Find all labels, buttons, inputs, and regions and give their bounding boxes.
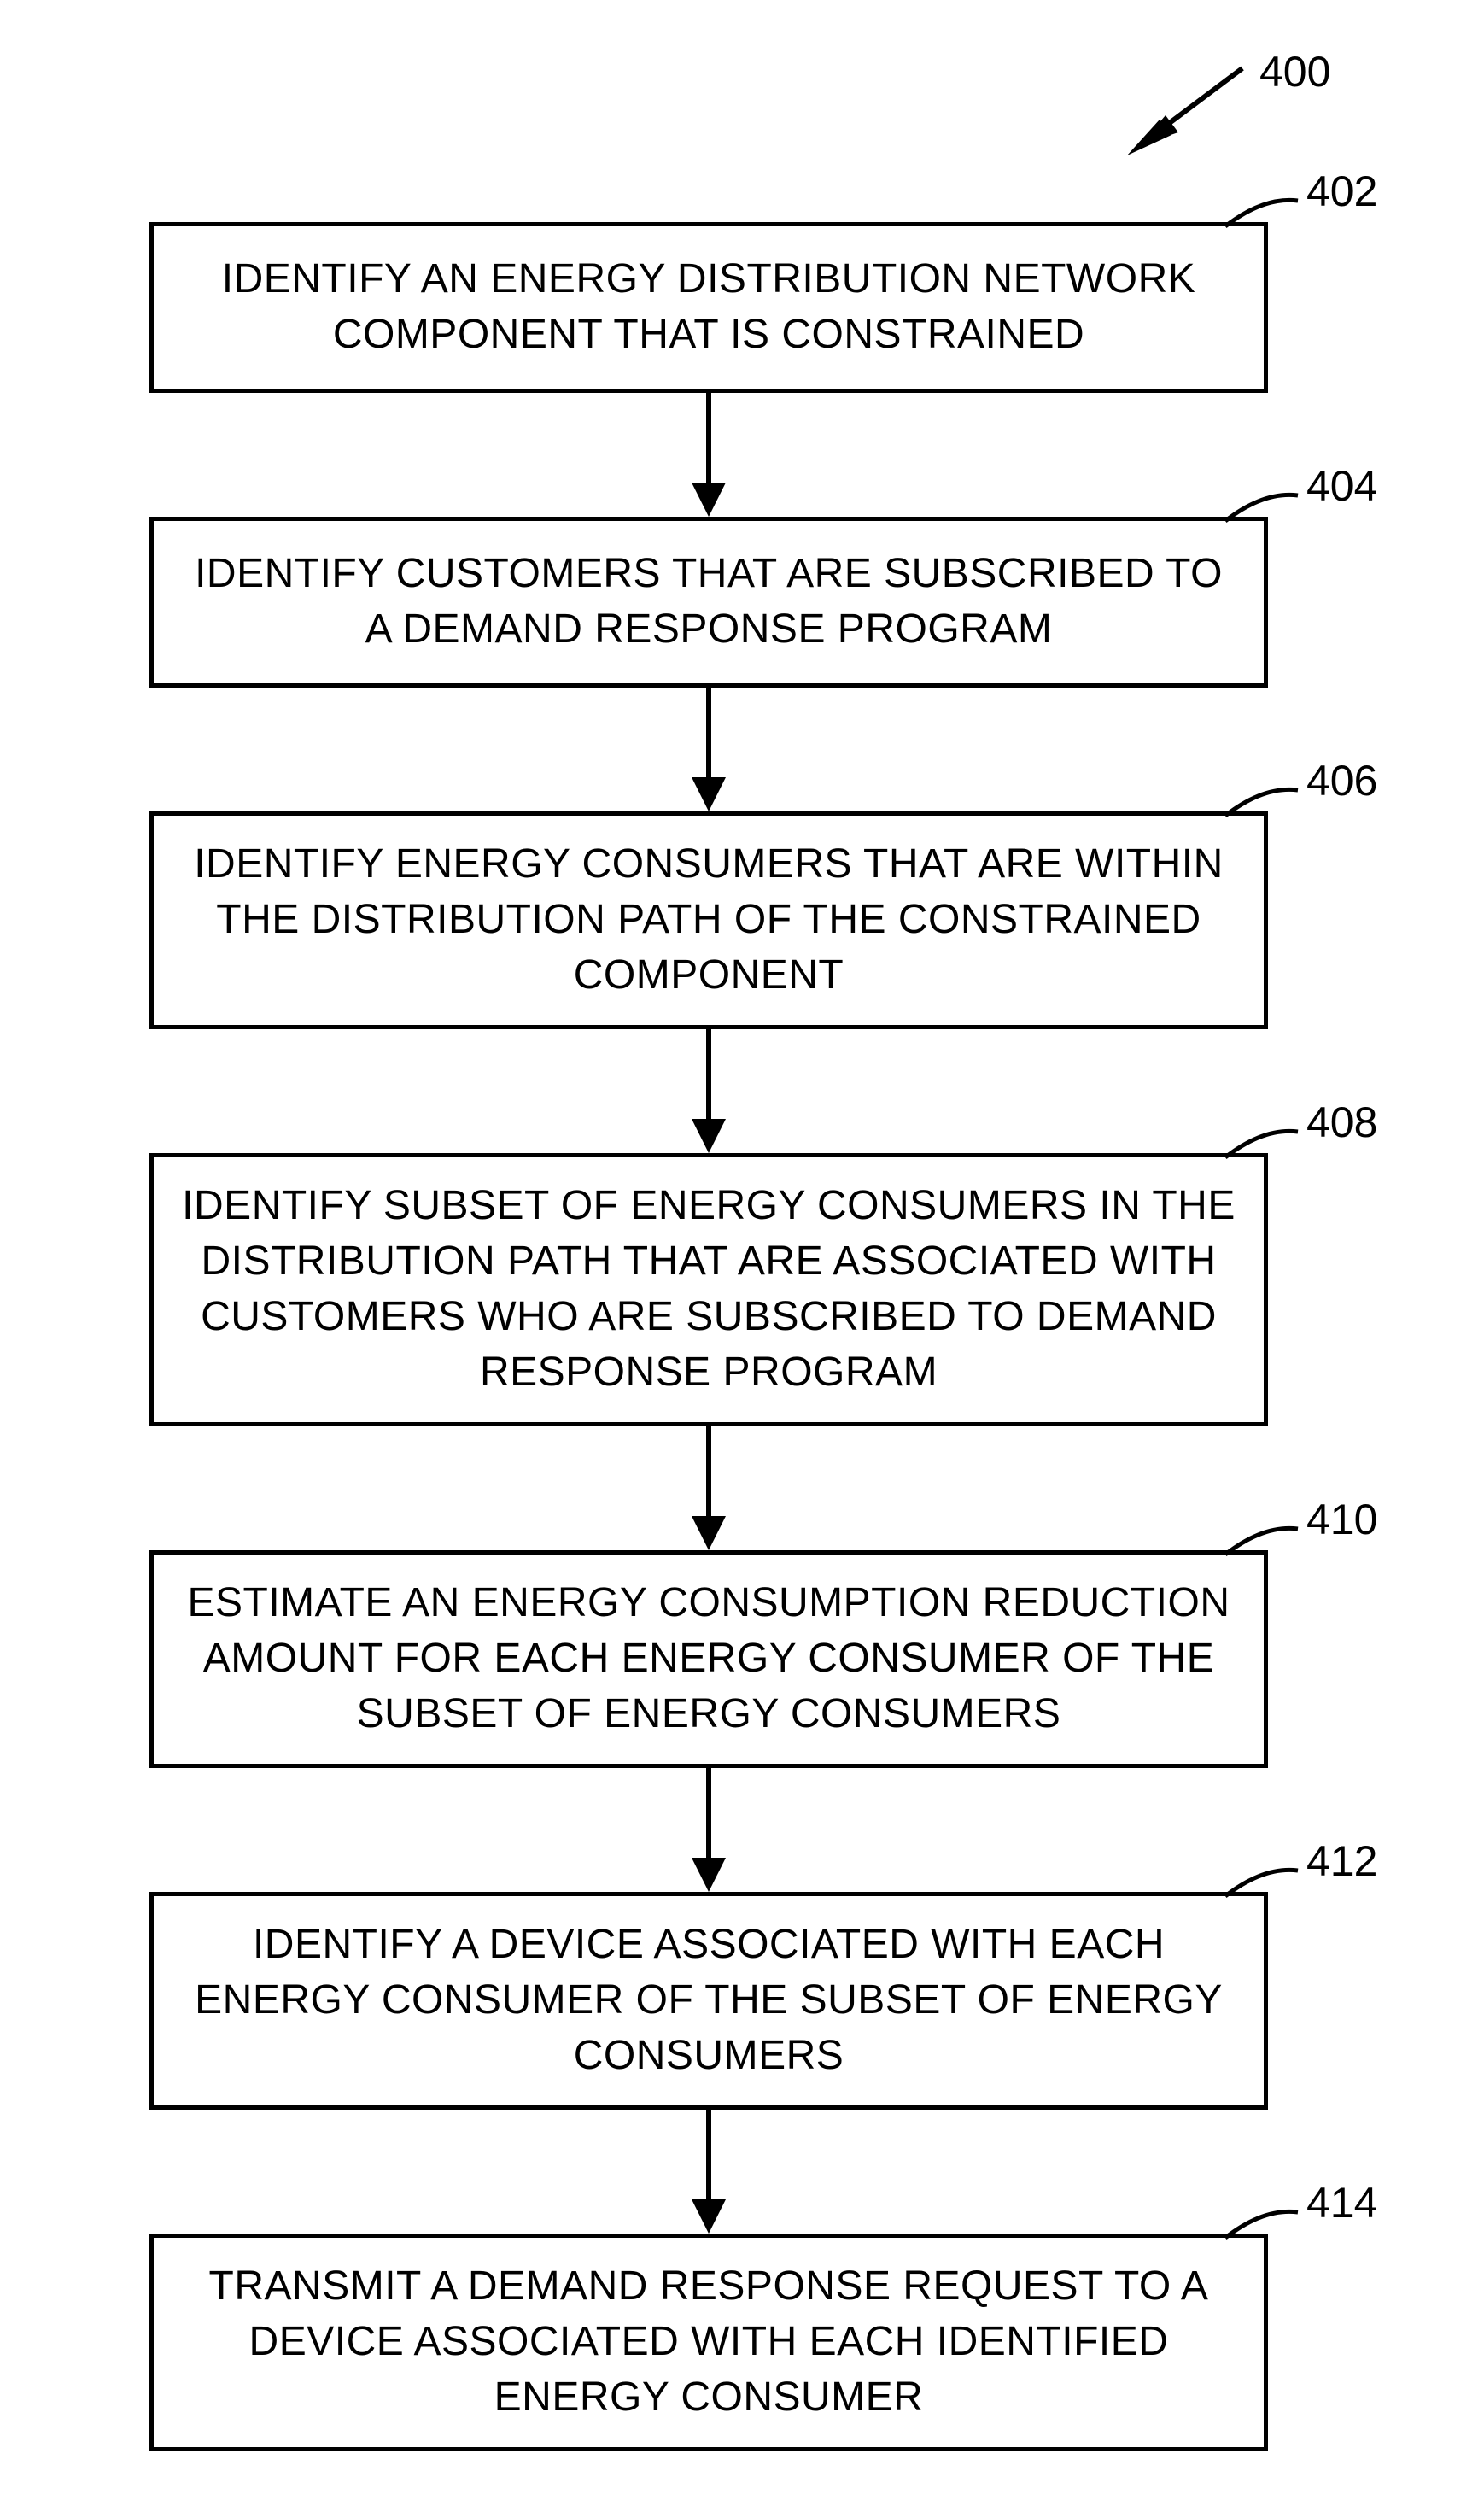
step-text: IDENTIFY AN ENERGY DISTRIBUTION NETWORK … [179,252,1238,363]
figure-ref-main-text: 400 [1259,48,1330,96]
leader-406 [1212,777,1306,829]
step-text: IDENTIFY CUSTOMERS THAT ARE SUBSCRIBED T… [179,547,1238,658]
step-ref-text: 406 [1306,757,1377,805]
step-ref-text: 402 [1306,167,1377,215]
arrow-2-line [706,688,711,780]
figure-ref-main: 400 [1259,47,1330,97]
step-box-404: IDENTIFY CUSTOMERS THAT ARE SUBSCRIBED T… [149,517,1268,688]
step-ref-408: 408 [1306,1098,1377,1147]
arrow-1-line [706,393,711,485]
step-ref-404: 404 [1306,461,1377,511]
arrow-1-head [692,483,726,517]
step-ref-text: 404 [1306,462,1377,510]
arrow-6-line [706,2110,711,2202]
step-ref-text: 412 [1306,1837,1377,1885]
step-box-410: ESTIMATE AN ENERGY CONSUMPTION REDUCTION… [149,1550,1268,1768]
leader-410 [1212,1516,1306,1567]
arrow-3-line [706,1029,711,1121]
step-box-412: IDENTIFY A DEVICE ASSOCIATED WITH EACH E… [149,1892,1268,2110]
step-ref-402: 402 [1306,167,1377,216]
step-text: IDENTIFY SUBSET OF ENERGY CONSUMERS IN T… [179,1179,1238,1400]
main-ref-arrow [1093,60,1264,171]
step-text: ESTIMATE AN ENERGY CONSUMPTION REDUCTION… [179,1576,1238,1742]
arrow-5-line [706,1768,711,1860]
leader-414 [1212,2199,1306,2251]
step-box-414: TRANSMIT A DEMAND RESPONSE REQUEST TO A … [149,2234,1268,2451]
arrow-4-line [706,1426,711,1519]
step-text: TRANSMIT A DEMAND RESPONSE REQUEST TO A … [179,2259,1238,2425]
step-box-406: IDENTIFY ENERGY CONSUMERS THAT ARE WITHI… [149,811,1268,1029]
arrow-3-head [692,1119,726,1153]
leader-408 [1212,1119,1306,1170]
arrow-5-head [692,1858,726,1892]
leader-402 [1212,188,1306,239]
arrow-4-head [692,1516,726,1550]
step-ref-412: 412 [1306,1836,1377,1886]
step-text: IDENTIFY A DEVICE ASSOCIATED WITH EACH E… [179,1918,1238,2083]
step-box-408: IDENTIFY SUBSET OF ENERGY CONSUMERS IN T… [149,1153,1268,1426]
step-ref-text: 414 [1306,2179,1377,2227]
arrow-2-head [692,777,726,811]
leader-412 [1212,1858,1306,1909]
arrow-6-head [692,2199,726,2234]
leader-404 [1212,483,1306,534]
step-box-402: IDENTIFY AN ENERGY DISTRIBUTION NETWORK … [149,222,1268,393]
step-ref-414: 414 [1306,2178,1377,2228]
step-ref-text: 408 [1306,1098,1377,1146]
step-ref-406: 406 [1306,756,1377,805]
step-ref-text: 410 [1306,1496,1377,1543]
step-ref-410: 410 [1306,1495,1377,1544]
step-text: IDENTIFY ENERGY CONSUMERS THAT ARE WITHI… [179,837,1238,1003]
